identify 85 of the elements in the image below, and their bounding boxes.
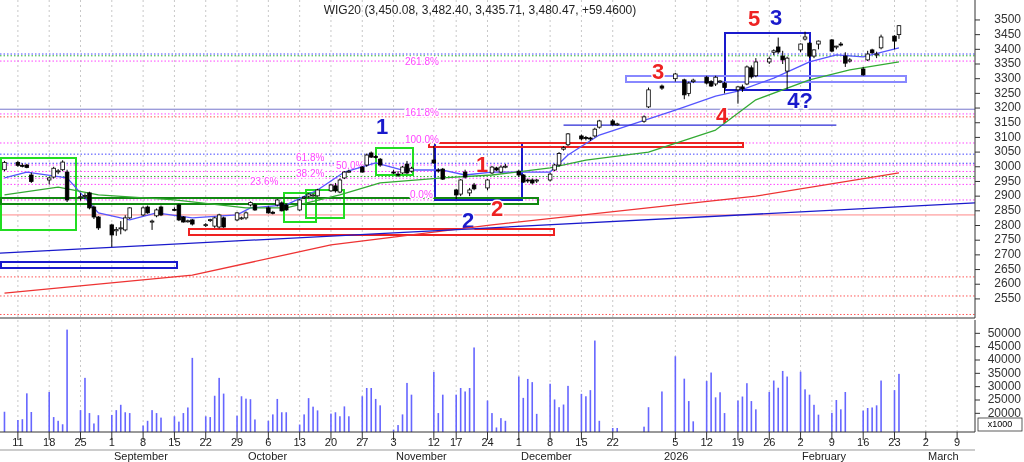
annotation: 23.6% — [250, 175, 279, 187]
y-tick-label: 3250 — [994, 85, 1022, 100]
y-tick-label: 3450 — [994, 26, 1022, 41]
y-tick-label: 35000 — [987, 365, 1022, 380]
x-tick-label: 26 — [763, 436, 776, 448]
text: February — [802, 449, 847, 462]
x-tick-label: 17 — [450, 436, 463, 448]
y-tick-label: 3400 — [994, 41, 1022, 56]
y-tick-label: 3050 — [994, 144, 1022, 159]
candlestick — [784, 56, 790, 90]
x-tick-label: 16 — [857, 436, 870, 448]
x-tick-label: 3 — [390, 436, 397, 448]
x-tick-label: 29 — [230, 436, 244, 448]
x-tick-label: 6 — [265, 436, 272, 448]
x-tick-label: 1 — [515, 436, 522, 448]
text: December — [521, 449, 573, 462]
y-tick-label: 3350 — [994, 56, 1022, 71]
x-tick-label: 15 — [575, 436, 588, 448]
annotation: 5 — [747, 5, 761, 31]
x-tick-label: 12 — [427, 436, 440, 448]
chart-title: WIG20 (3,450.08, 3,482.40, 3,435.71, 3,480.47, +59.4600) — [323, 3, 637, 17]
y-tick-label: 3100 — [994, 129, 1022, 144]
x-tick-label: 20 — [324, 436, 338, 448]
annotation: 100.0% — [405, 133, 440, 145]
annotation: 38.2% — [296, 167, 325, 179]
x-tick-label: 22 — [606, 436, 619, 448]
annotation: 261.8% — [405, 55, 440, 67]
annotation: 1 — [475, 151, 489, 177]
y-tick-label: 3300 — [994, 70, 1022, 85]
y-tick-label: 3000 — [994, 158, 1022, 173]
x-tick-label: 9 — [828, 436, 835, 448]
candlestick — [802, 31, 808, 42]
y-tick-label: 2900 — [994, 188, 1022, 203]
y-tick-label: 2600 — [994, 276, 1022, 291]
x-tick-label: 25 — [74, 436, 87, 448]
y-tick-label: 2700 — [994, 247, 1022, 262]
text: March — [928, 449, 959, 462]
x-tick-label: 23 — [888, 436, 901, 448]
y-tick-label: 25000 — [987, 392, 1022, 407]
y-axis-title: x1000 — [987, 418, 1013, 429]
x-tick-label: 24 — [481, 436, 494, 448]
annotation: 4? — [787, 87, 813, 113]
annotation: 3 — [651, 58, 665, 84]
x-tick-label: 19 — [731, 436, 745, 448]
y-tick-label: 2850 — [994, 203, 1022, 217]
x-tick-label: 9 — [954, 436, 961, 448]
candlestick — [753, 57, 759, 78]
candlestick — [149, 219, 155, 231]
y-tick-label: 50000 — [987, 325, 1022, 340]
y-tick-label: 2650 — [994, 261, 1022, 276]
x-tick-label: 22 — [199, 436, 212, 448]
y-tick-label: 3150 — [994, 114, 1022, 129]
y-tick-label: 45000 — [987, 338, 1022, 353]
x-tick-label: 12 — [700, 436, 713, 448]
y-tick-label: 30000 — [987, 378, 1022, 393]
y-tick-label: 2550 — [994, 291, 1022, 306]
x-tick-label: 5 — [672, 436, 679, 448]
x-tick-label: 1 — [108, 436, 115, 448]
y-tick-label: 3200 — [994, 100, 1022, 115]
y-tick-label: 2800 — [994, 217, 1022, 232]
annotation: 4 — [715, 102, 729, 128]
text: November — [396, 449, 448, 462]
annotation: 61.8% — [296, 151, 325, 163]
text: October — [248, 449, 288, 462]
annotation: 2 — [461, 207, 475, 233]
x-tick-label: 8 — [140, 436, 147, 448]
y-tick-label: 2950 — [994, 173, 1022, 188]
y-tick-label: 3500 — [994, 12, 1022, 27]
x-tick-label: 11 — [12, 436, 24, 448]
x-tick-label: 27 — [356, 436, 369, 448]
annotation: 161.8% — [405, 106, 440, 118]
x-tick-label: 13 — [293, 436, 306, 448]
x-tick-label: 15 — [168, 436, 181, 448]
annotation: 1 — [375, 113, 389, 139]
y-tick-label: 40000 — [987, 352, 1022, 367]
x-tick-label: 2 — [797, 436, 804, 448]
annotation: 0.0% — [410, 188, 433, 200]
x-tick-label: 2 — [922, 436, 929, 448]
x-tick-label: 18 — [43, 436, 56, 448]
x-tick-label: 8 — [547, 436, 554, 448]
text: September — [114, 449, 169, 462]
y-tick-label: 2750 — [994, 232, 1022, 247]
text: 2026 — [664, 449, 689, 462]
y-tick-label: 20000 — [987, 405, 1022, 420]
annotation: 3 — [769, 4, 783, 30]
